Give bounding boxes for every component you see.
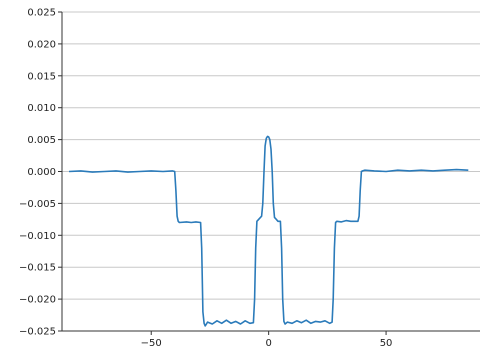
y-tick-label-7: −0.010 (19, 231, 56, 242)
y-tick-label-10: −0.025 (19, 327, 56, 338)
x-tick-label-0: −50 (141, 338, 162, 349)
series-group (68, 135, 469, 327)
y-tick-label-2: 0.015 (27, 71, 56, 82)
series-line-0 (68, 135, 469, 327)
y-tick-label-6: −0.005 (19, 199, 56, 210)
x-axis-ticks: −50 0 50 (141, 331, 393, 349)
y-tick-label-4: 0.005 (27, 135, 56, 146)
x-tick-label-1: 0 (265, 338, 271, 349)
y-tick-label-3: 0.010 (27, 103, 56, 114)
y-tick-label-0: 0.025 (27, 8, 56, 19)
x-tick-label-2: 50 (380, 338, 393, 349)
y-tick-label-8: −0.015 (19, 263, 56, 274)
y-axis-ticks: 0.025 0.020 0.015 0.010 0.005 0.000 −0.005 −0.0… (19, 8, 62, 338)
y-tick-label-9: −0.020 (19, 295, 56, 306)
y-tick-label-5: 0.000 (27, 167, 56, 178)
y-tick-label-1: 0.020 (27, 39, 56, 50)
